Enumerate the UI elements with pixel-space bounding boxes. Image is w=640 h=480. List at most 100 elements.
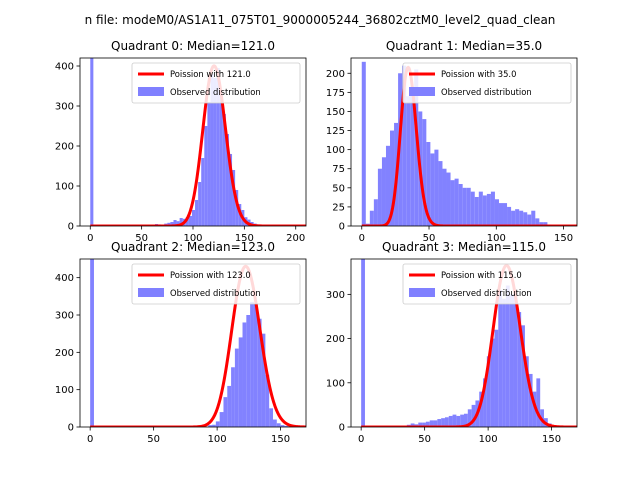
legend-label-observed: Observed distribution: [441, 288, 532, 298]
histogram-bar: [234, 348, 239, 427]
y-tick-label: 175: [326, 88, 345, 99]
poisson-curve: [89, 64, 306, 226]
histogram-bar: [269, 408, 273, 427]
histogram-bar: [208, 425, 213, 427]
y-tick-label: 400: [55, 273, 74, 284]
x-tick-label: 0: [87, 434, 93, 445]
histogram-bar: [361, 61, 366, 226]
y-tick-label: 200: [326, 334, 345, 345]
histogram-bar: [406, 96, 411, 226]
figure-suptitle: n file: modeM0/AS1A11_075T01_9000005244_…: [85, 13, 556, 27]
y-tick-label: 25: [332, 202, 345, 213]
y-tick-label: 300: [326, 290, 345, 301]
histogram-bar: [503, 203, 508, 226]
histogram-bar: [498, 203, 504, 226]
histogram-bar: [219, 94, 223, 226]
histogram-bar: [470, 191, 475, 226]
legend-box: [402, 62, 572, 104]
histogram-bar: [219, 412, 224, 427]
histogram-bar: [222, 114, 226, 226]
histogram-bar: [228, 154, 233, 226]
histogram-bar: [284, 425, 289, 427]
quadrant-1-panel: 0 50 100 150 0 25 50 75 100 125 150 175 200 Quadrant …: [326, 39, 578, 244]
y-tick-label: 125: [326, 126, 345, 137]
histogram-bar: [410, 88, 415, 226]
histogram-bar: [543, 222, 548, 226]
histogram-bar: [402, 65, 407, 226]
y-tick-label: 300: [55, 102, 74, 113]
y-tick-label: 50: [332, 183, 345, 194]
histogram-bar: [422, 119, 427, 226]
legend-box: [131, 263, 301, 305]
y-tick-label: 0: [339, 423, 345, 434]
legend-label-poisson: Poission with 121.0: [170, 69, 251, 79]
quadrant-3-plot-area: [360, 259, 577, 427]
histogram-bar: [176, 221, 180, 226]
histogram-bar: [429, 420, 434, 427]
histogram-bar: [437, 419, 442, 427]
histogram-bar: [246, 315, 251, 427]
histogram-bar: [381, 157, 386, 226]
histogram-bar: [235, 190, 239, 226]
y-tick-label: 100: [326, 145, 345, 156]
legend-box: [402, 263, 572, 305]
x-tick-label: 50: [423, 233, 436, 244]
x-tick-label: 200: [286, 233, 305, 244]
axes-frame: [79, 258, 307, 428]
histogram-bar: [454, 178, 459, 226]
quadrant-1-title: Quadrant 1: Median=35.0: [386, 39, 542, 53]
histogram-bar: [523, 212, 528, 226]
histogram-bar: [474, 196, 479, 226]
x-tick-label: 150: [542, 434, 561, 445]
histogram-bar: [430, 153, 435, 226]
histogram-bar: [483, 378, 487, 427]
legend-patch-swatch: [409, 87, 435, 96]
quadrant-1-plot-area: [360, 61, 577, 226]
histogram-bar: [466, 187, 471, 226]
axes-frame: [350, 57, 578, 227]
histogram-bar: [90, 58, 94, 226]
histogram-bar: [261, 333, 266, 427]
x-tick-label: 50: [418, 434, 431, 445]
histogram-bar: [528, 373, 533, 427]
x-tick-label: 100: [487, 233, 506, 244]
histogram-bar: [410, 423, 415, 427]
legend-label-poisson: Poission with 115.0: [441, 270, 522, 280]
y-tick-label: 75: [332, 164, 345, 175]
histogram-bar: [90, 259, 94, 427]
histogram-bar: [418, 422, 423, 427]
histogram-bar: [185, 217, 189, 226]
histogram-bar: [210, 74, 214, 226]
y-tick-label: 200: [55, 142, 74, 153]
quadrant-2-title: Quadrant 2: Median=123.0: [111, 240, 275, 254]
histogram-bar: [257, 318, 262, 427]
histogram-bar: [460, 414, 464, 427]
histogram-bar: [527, 214, 532, 226]
histogram-bar: [494, 329, 499, 427]
legend-label-poisson: Poission with 123.0: [170, 270, 251, 280]
y-tick-label: 0: [68, 423, 74, 434]
histogram-bar: [502, 298, 506, 427]
histogram-bar: [215, 421, 220, 427]
x-tick-label: 50: [135, 233, 148, 244]
histogram-bar: [486, 356, 491, 427]
histogram-bar: [373, 199, 378, 226]
histogram-bar: [494, 199, 499, 226]
histogram-bar: [361, 259, 365, 427]
histogram-bar: [276, 423, 281, 427]
legend-box: [131, 62, 301, 104]
histogram-bar: [188, 216, 192, 226]
histogram-bar: [462, 187, 467, 226]
y-tick-label: 100: [55, 385, 74, 396]
histogram-bar: [225, 134, 229, 226]
histogram-bar: [505, 285, 510, 427]
histogram-bar: [521, 325, 525, 427]
histogram-bar: [519, 210, 524, 226]
histogram-bar: [212, 424, 216, 427]
histogram-bar: [490, 338, 495, 427]
histogram-bar: [515, 209, 520, 226]
histogram-bar: [486, 193, 491, 226]
histogram-bar: [195, 200, 199, 226]
x-tick-label: 100: [208, 434, 227, 445]
